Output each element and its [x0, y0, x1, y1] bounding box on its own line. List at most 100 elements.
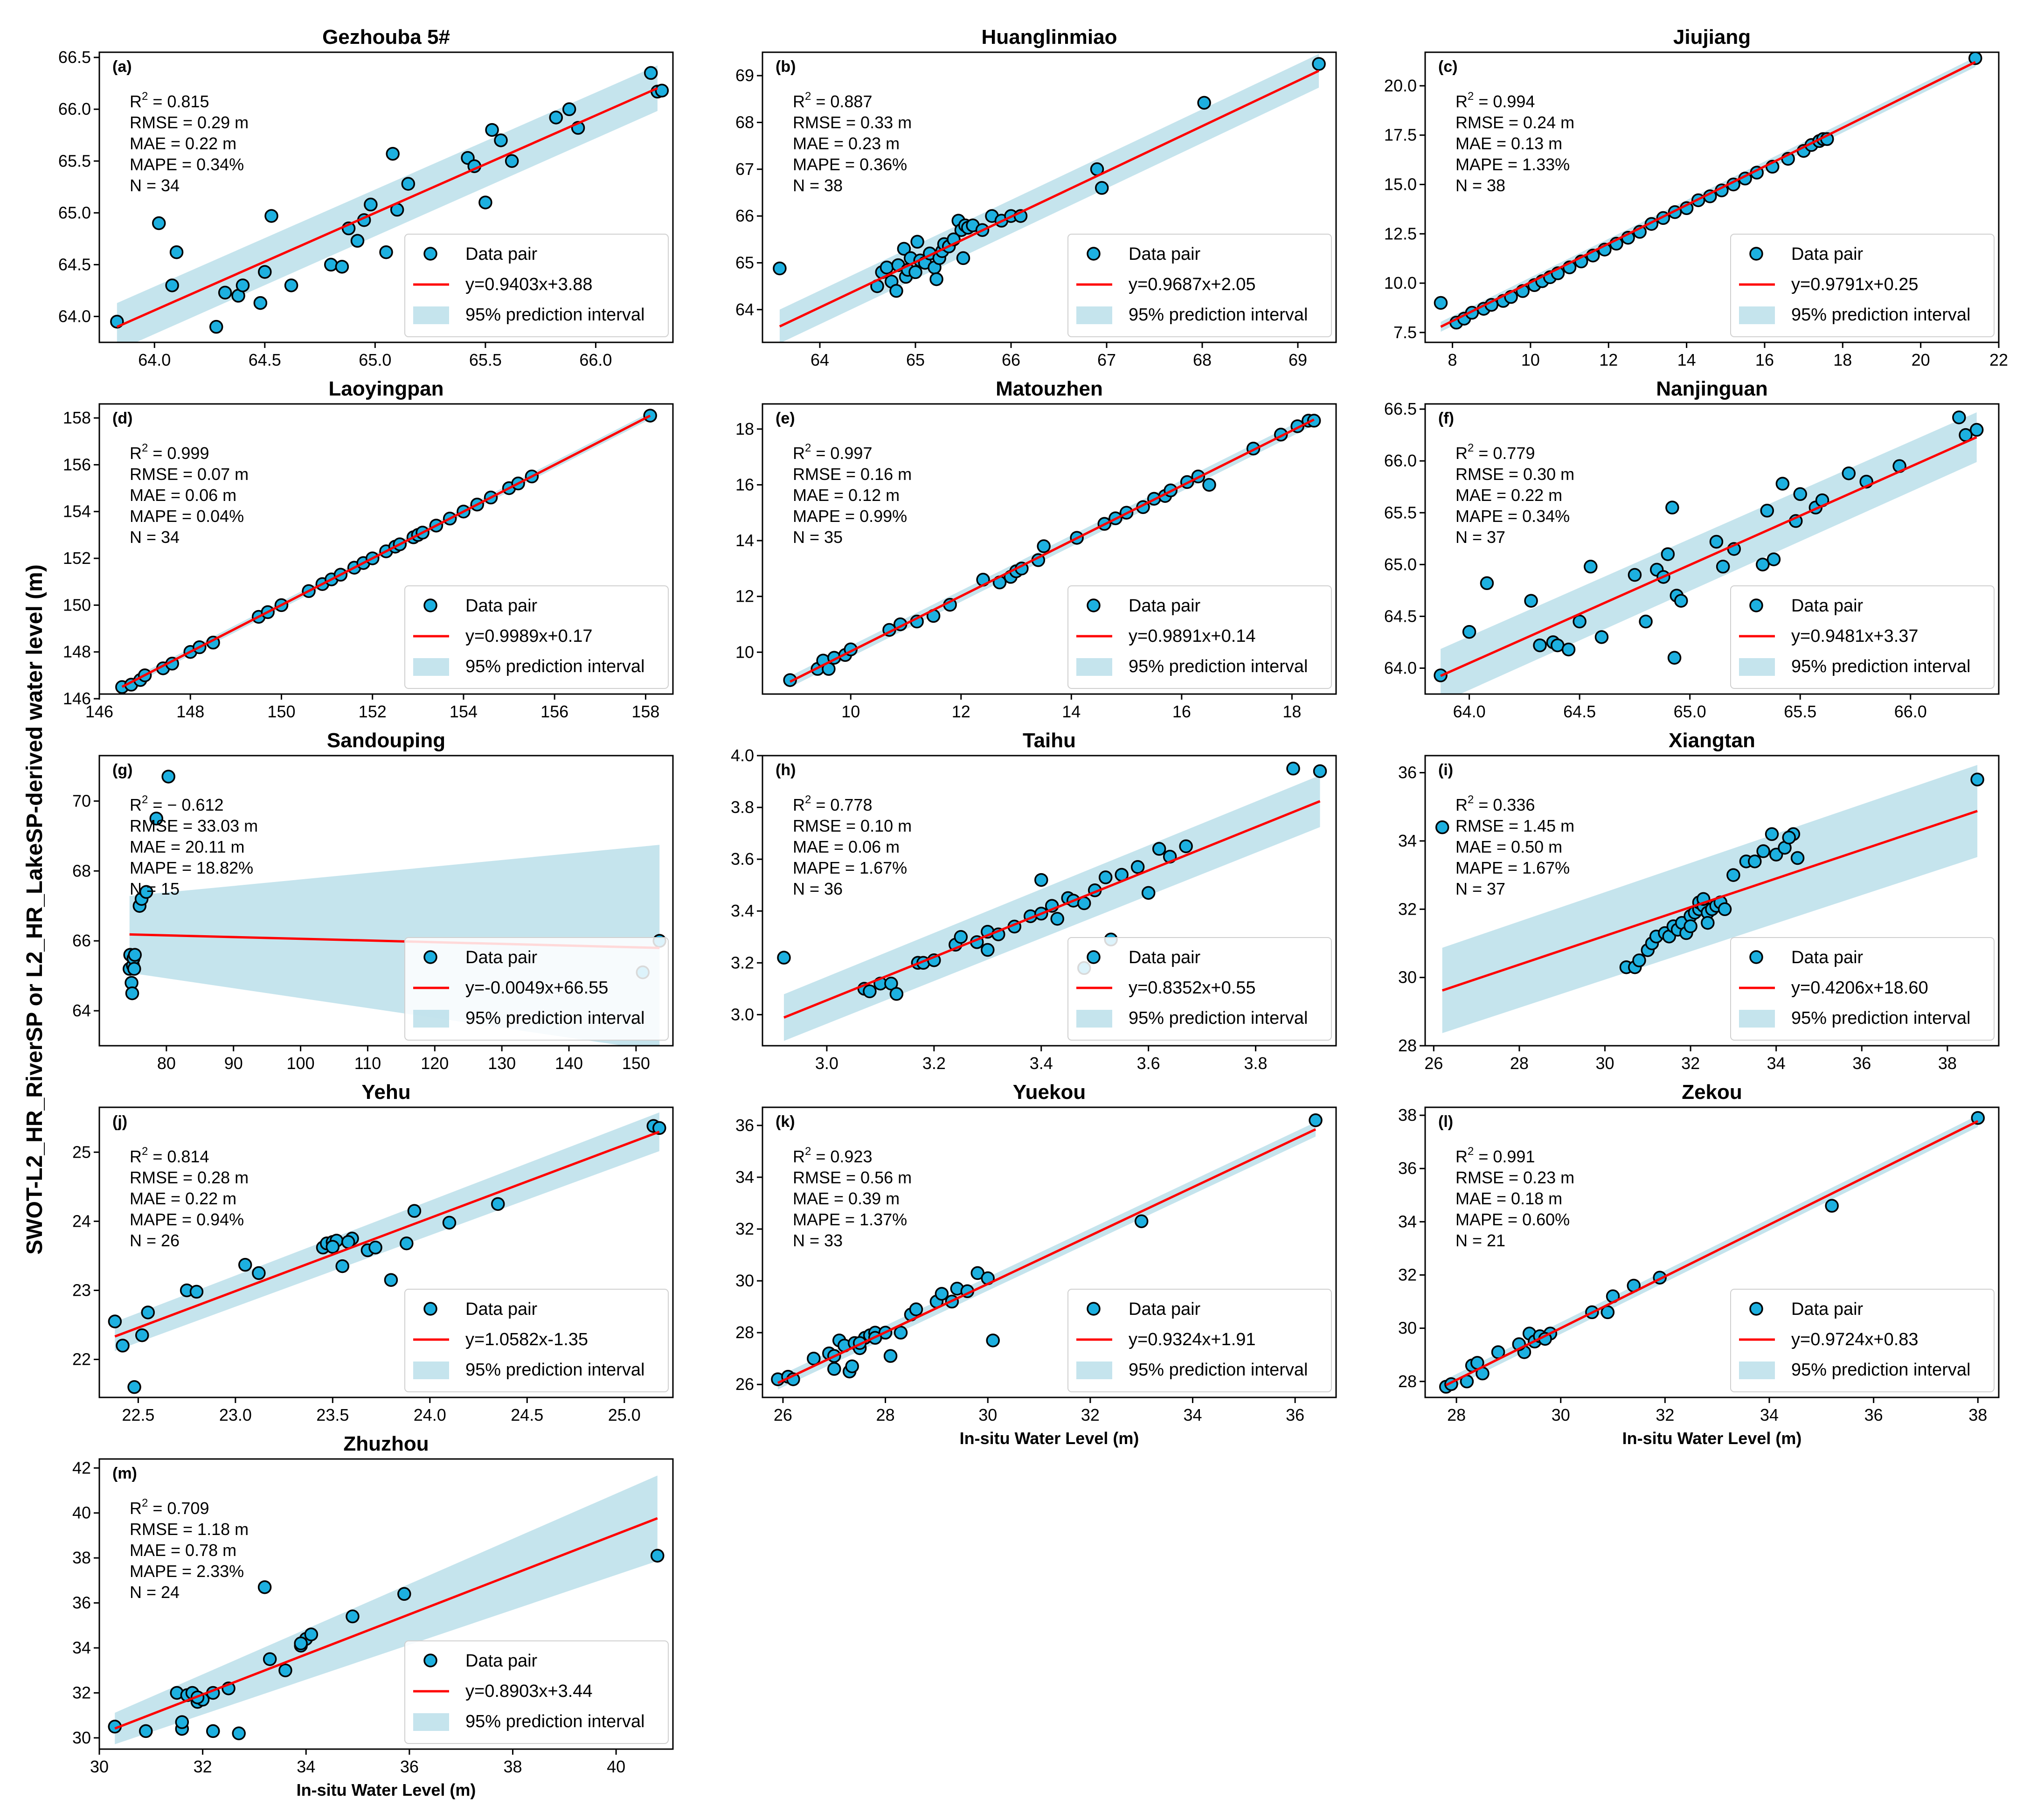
- stat-r2-value: 0.336: [1493, 795, 1535, 814]
- data-point: [175, 1715, 189, 1729]
- data-point: [386, 146, 400, 161]
- data-point: [1152, 842, 1166, 856]
- plot-frame: [98, 1106, 674, 1398]
- data-point: [135, 1328, 149, 1342]
- legend-point-marker: [423, 950, 437, 964]
- stat-mae-value: 0.22: [185, 134, 218, 153]
- plot-area: [115, 409, 657, 694]
- stat-mae-value: 20.11: [185, 837, 226, 856]
- stat-r2-value: 0.997: [830, 444, 872, 463]
- fit-line: [114, 1131, 660, 1338]
- y-tick-label: 66: [72, 931, 91, 950]
- x-tick-label: 34: [1183, 1405, 1202, 1424]
- fit-line: [777, 1128, 1316, 1384]
- stat-mae-value: 0.06: [848, 837, 881, 856]
- data-point: [1309, 1113, 1323, 1127]
- legend-data-label: Data pair: [465, 244, 538, 264]
- stat-r2-value: 0.887: [830, 92, 872, 111]
- plot-frame: [1424, 51, 2000, 343]
- legend-fit-label: y=-0.0049x+66.55: [465, 978, 608, 998]
- stat-n: N = 15: [130, 879, 180, 898]
- plot-frame: [762, 1106, 1337, 1398]
- plot-area: [771, 1113, 1323, 1389]
- y-tick-label: 148: [63, 642, 91, 661]
- data-point: [238, 1257, 252, 1272]
- data-point: [1034, 873, 1048, 887]
- legend-point-marker: [1749, 598, 1763, 612]
- stat-r2: R2 = − 0.612: [130, 793, 224, 814]
- legend-box: [404, 585, 669, 689]
- legend-data-label: Data pair: [1129, 596, 1201, 616]
- x-tick-label: 68: [1193, 350, 1212, 369]
- stat-r2: R2 = 0.814: [130, 1145, 209, 1166]
- data-point: [1584, 560, 1598, 574]
- data-point: [165, 278, 179, 292]
- stat-mae-value: 0.13: [1511, 134, 1544, 153]
- x-tick-label: 34: [297, 1757, 315, 1776]
- stat-rmse: RMSE = 1.18 m: [130, 1520, 249, 1539]
- fit-line: [1441, 810, 1978, 992]
- data-point: [1684, 919, 1697, 933]
- x-tick-label: 18: [1282, 702, 1301, 721]
- panel-f: 64.0 64.5 65.0 65.5 66.0 64.0 64.5 65.0 65.5 66.0…: [1384, 377, 2000, 721]
- panel-letter: (f): [1438, 410, 1454, 427]
- plot-area: [110, 65, 669, 342]
- x-tick-label: 30: [90, 1757, 109, 1776]
- stat-rmse-value: 0.10: [860, 816, 893, 835]
- stat-n-value: 37: [1487, 528, 1505, 547]
- stat-mape-value: 1.37%: [859, 1210, 907, 1229]
- data-point: [1179, 839, 1193, 854]
- legend-fit-label: y=0.4206x+18.60: [1791, 978, 1928, 998]
- data-point: [1600, 1305, 1615, 1320]
- data-point: [218, 285, 232, 300]
- fit-line: [1440, 436, 1977, 677]
- data-point: [1726, 868, 1740, 882]
- data-point: [491, 1197, 505, 1211]
- legend-data-label: Data pair: [1791, 596, 1864, 616]
- legend-data-label: Data pair: [465, 948, 538, 967]
- data-point: [326, 1240, 340, 1254]
- legend-point-marker: [423, 1302, 437, 1316]
- data-point: [894, 1326, 908, 1340]
- legend-point-marker: [1087, 1302, 1101, 1316]
- y-tick-label: 10.0: [1384, 273, 1417, 292]
- stat-r2: R2 = 0.778: [793, 793, 872, 814]
- legend-interval-label: 95% prediction interval: [1129, 305, 1308, 325]
- y-tick-label: 42: [72, 1458, 91, 1477]
- stat-rmse-value: 0.23: [1523, 1168, 1556, 1187]
- y-tick-label: 36: [1398, 763, 1417, 782]
- stat-mape-value: 1.33%: [1522, 155, 1570, 174]
- data-point: [379, 245, 393, 259]
- data-point: [407, 1204, 422, 1218]
- stat-r2: R2 = 0.779: [1455, 442, 1535, 463]
- plot-area: [1439, 1111, 1985, 1394]
- stat-mae: MAE = 0.23 m: [793, 134, 900, 153]
- data-point: [1701, 916, 1715, 930]
- stat-r2-value: 0.709: [167, 1499, 209, 1518]
- stat-mape-value: 2.33%: [196, 1562, 244, 1581]
- data-point: [783, 673, 797, 687]
- data-point: [807, 1351, 821, 1366]
- data-point: [294, 1636, 308, 1651]
- y-tick-label: 12.5: [1384, 224, 1417, 243]
- x-tick-label: 14: [1062, 702, 1081, 721]
- fit-line: [1445, 1120, 1979, 1386]
- y-tick-label: 16: [735, 475, 754, 494]
- legend-fit-label: y=0.9687x+2.05: [1129, 275, 1256, 294]
- data-point: [827, 1362, 841, 1376]
- data-point: [845, 1359, 859, 1374]
- x-tick-label: 23.5: [316, 1405, 349, 1424]
- x-tick-label: 28: [876, 1405, 895, 1424]
- y-tick-label: 15.0: [1384, 174, 1417, 194]
- data-point: [777, 951, 791, 965]
- panel-title: Zhuzhou: [343, 1432, 429, 1455]
- y-tick-label: 30: [1398, 1319, 1417, 1338]
- stat-r2: R2 = 0.991: [1455, 1145, 1535, 1166]
- data-point: [257, 1580, 272, 1594]
- stat-rmse: RMSE = 0.07 m: [130, 465, 249, 484]
- data-point: [1718, 902, 1732, 917]
- panel-title: Yuekou: [1013, 1081, 1086, 1104]
- fit-line: [114, 1517, 658, 1730]
- x-tick-label: 36: [1864, 1405, 1883, 1424]
- x-tick-label: 140: [555, 1054, 583, 1073]
